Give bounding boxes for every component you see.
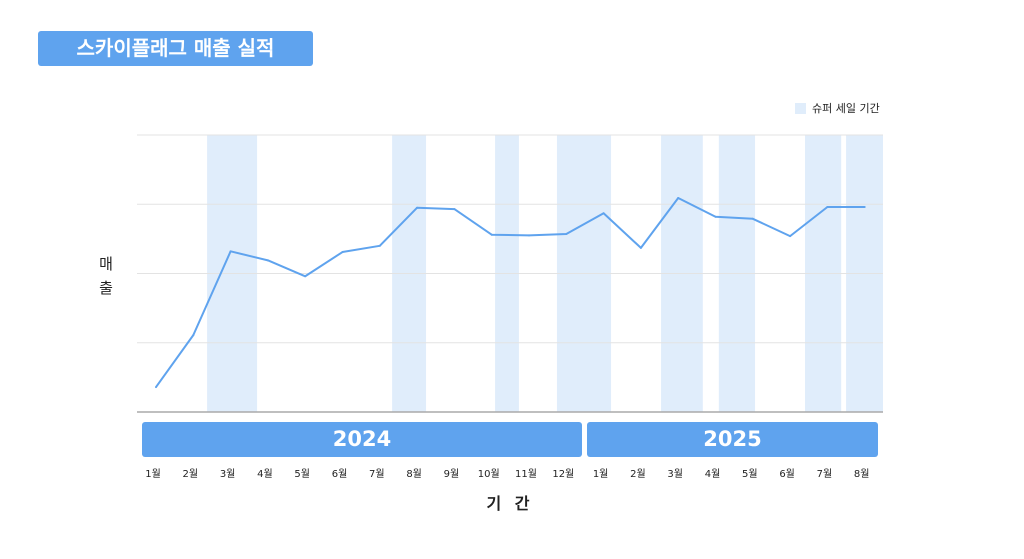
x-tick-label: 4월 (257, 469, 273, 480)
data-point (789, 235, 792, 238)
x-tick-label: 8월 (406, 469, 422, 480)
data-point (826, 206, 829, 209)
x-tick-label: 1월 (145, 469, 161, 480)
chart-title: 스카이플래그 매출 실적 (38, 31, 313, 66)
x-tick-label: 2월 (630, 469, 646, 480)
x-tick-label: 1월 (592, 469, 609, 480)
x-tick-label: 3월 (219, 469, 236, 480)
data-point (528, 234, 530, 237)
data-point (453, 208, 456, 211)
data-point (266, 259, 269, 262)
data-point (192, 334, 195, 337)
year-bar-2024: 2024 (142, 422, 582, 457)
data-point (677, 197, 680, 200)
x-tick-label: 7월 (816, 469, 833, 480)
x-tick-label: 5월 (742, 469, 758, 480)
x-tick-label: 6월 (331, 469, 348, 480)
x-tick-label: 10월 (477, 469, 500, 480)
data-point (304, 275, 307, 278)
data-point (229, 250, 232, 253)
legend-label: 슈퍼 세일 기간 (812, 102, 880, 115)
legend-swatch (795, 102, 806, 114)
data-point (155, 386, 157, 389)
data-point (863, 206, 866, 209)
x-tick-label: 6월 (779, 469, 795, 480)
y-axis-label: 매출 (99, 255, 113, 297)
x-tick-label: 3월 (667, 469, 683, 480)
x-tick-label: 9월 (443, 469, 460, 480)
legend: 슈퍼 세일 기간 (795, 100, 880, 116)
data-point (714, 215, 717, 218)
data-point (490, 233, 493, 236)
data-point (416, 206, 419, 209)
data-point (751, 217, 754, 220)
x-tick-label: 12월 (552, 469, 575, 480)
x-tick-label: 5월 (294, 469, 310, 480)
x-tick-label: 7월 (369, 469, 385, 480)
data-point (341, 251, 344, 254)
data-point (565, 233, 568, 236)
year-bar-2025: 2025 (587, 422, 878, 457)
x-tick-label: 8월 (853, 469, 870, 480)
data-point (639, 246, 642, 249)
sales-line (155, 197, 865, 388)
x-axis-label: 기 간 (486, 494, 534, 513)
x-tick-label: 4월 (704, 469, 721, 480)
data-point (602, 212, 605, 215)
data-point (378, 244, 381, 247)
x-tick-label: 2월 (182, 469, 199, 480)
x-tick-label: 11월 (515, 469, 537, 480)
